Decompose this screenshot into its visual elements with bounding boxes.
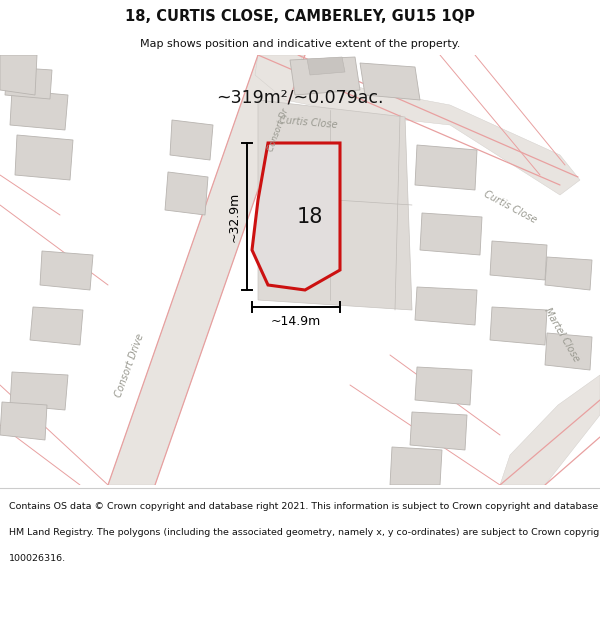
Polygon shape [415, 287, 477, 325]
Text: 18, CURTIS CLOSE, CAMBERLEY, GU15 1QP: 18, CURTIS CLOSE, CAMBERLEY, GU15 1QP [125, 9, 475, 24]
Polygon shape [258, 100, 412, 310]
Polygon shape [0, 402, 47, 440]
Text: Martel Close: Martel Close [542, 306, 581, 364]
Polygon shape [415, 145, 477, 190]
Text: ~32.9m: ~32.9m [228, 191, 241, 242]
Polygon shape [390, 447, 442, 485]
Polygon shape [40, 251, 93, 290]
Polygon shape [255, 55, 580, 195]
Polygon shape [410, 412, 467, 450]
Polygon shape [10, 90, 68, 130]
Polygon shape [490, 307, 547, 345]
Polygon shape [170, 120, 213, 160]
Text: Consort Drive: Consort Drive [114, 332, 146, 398]
Polygon shape [0, 55, 37, 95]
Text: ~319m²/~0.079ac.: ~319m²/~0.079ac. [216, 89, 384, 107]
Polygon shape [545, 333, 592, 370]
Polygon shape [420, 213, 482, 255]
Text: Consort Dr: Consort Dr [266, 107, 290, 152]
Polygon shape [30, 307, 83, 345]
Polygon shape [500, 375, 600, 485]
Polygon shape [165, 172, 208, 215]
Polygon shape [415, 367, 472, 405]
Polygon shape [290, 57, 360, 95]
Text: Curtis Close: Curtis Close [278, 116, 338, 131]
Text: ~14.9m: ~14.9m [271, 315, 321, 328]
Text: 18: 18 [297, 207, 323, 227]
Text: Curtis Close: Curtis Close [482, 189, 538, 225]
Polygon shape [10, 372, 68, 410]
Polygon shape [15, 135, 73, 180]
Polygon shape [5, 67, 52, 99]
Polygon shape [307, 57, 345, 75]
Polygon shape [108, 55, 305, 485]
Polygon shape [252, 143, 340, 290]
Polygon shape [490, 241, 547, 280]
Text: Contains OS data © Crown copyright and database right 2021. This information is : Contains OS data © Crown copyright and d… [9, 502, 600, 511]
Text: HM Land Registry. The polygons (including the associated geometry, namely x, y c: HM Land Registry. The polygons (includin… [9, 528, 600, 537]
Polygon shape [545, 257, 592, 290]
Text: Map shows position and indicative extent of the property.: Map shows position and indicative extent… [140, 39, 460, 49]
Polygon shape [360, 63, 420, 100]
Text: 100026316.: 100026316. [9, 554, 66, 562]
